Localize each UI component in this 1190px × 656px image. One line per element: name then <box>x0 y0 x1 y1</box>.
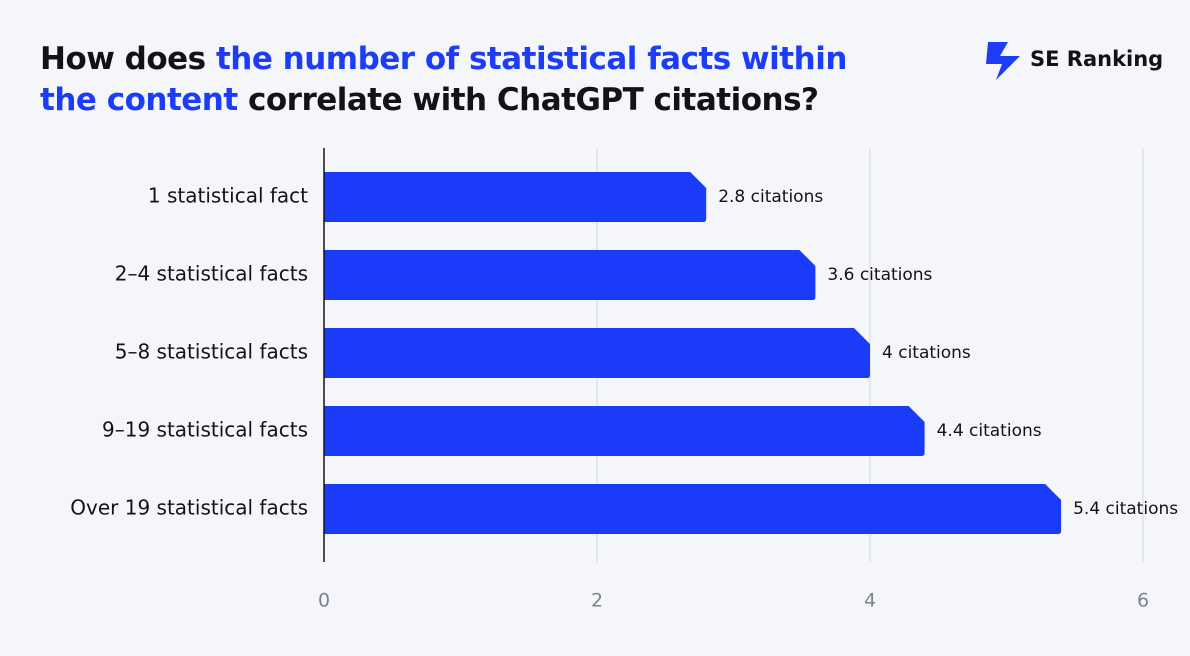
title-segment: How does <box>40 41 216 77</box>
value-label: 4 citations <box>882 343 971 363</box>
y-tick-label: 1 statistical fact <box>148 184 308 208</box>
bar <box>324 484 1062 534</box>
x-tick-label: 4 <box>864 590 876 612</box>
title-segment: the number of statistical facts within <box>216 41 847 77</box>
bar <box>324 328 870 378</box>
chart-title: How does the number of statistical facts… <box>40 41 847 77</box>
title-segment: the content <box>40 82 238 118</box>
logo: SE Ranking <box>986 42 1163 80</box>
value-label: 3.6 citations <box>827 265 932 285</box>
value-label: 2.8 citations <box>718 187 823 207</box>
chart-title: the content correlate with ChatGPT citat… <box>40 82 819 118</box>
x-tick-label: 0 <box>318 590 330 612</box>
y-tick-label: Over 19 statistical facts <box>70 496 308 520</box>
y-tick-label: 5–8 statistical facts <box>115 340 308 364</box>
bar <box>324 172 707 222</box>
value-label: 5.4 citations <box>1073 499 1178 519</box>
y-tick-label: 2–4 statistical facts <box>115 262 308 286</box>
brand: SE Ranking <box>1030 47 1163 71</box>
title-segment: correlate with ChatGPT citations? <box>238 82 819 118</box>
y-tick-label: 9–19 statistical facts <box>102 418 308 442</box>
x-tick-label: 6 <box>1137 590 1149 612</box>
bar <box>324 250 816 300</box>
bar <box>324 406 925 456</box>
x-tick-label: 2 <box>591 590 603 612</box>
value-label: 4.4 citations <box>937 421 1042 441</box>
logo-icon <box>986 42 1020 80</box>
